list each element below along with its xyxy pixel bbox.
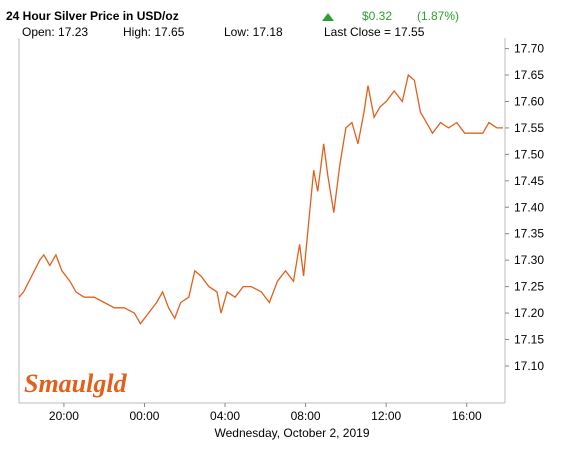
stat-high: High: 17.65 xyxy=(123,25,185,39)
x-tick-label: 16:00 xyxy=(452,409,482,423)
y-tick-label: 17.30 xyxy=(514,253,544,267)
y-tick-label: 17.55 xyxy=(514,121,544,135)
stat-open: Open: 17.23 xyxy=(22,25,88,39)
y-tick-label: 17.65 xyxy=(514,68,544,82)
logo: Smaulgld xyxy=(24,369,128,398)
price-line xyxy=(18,73,503,325)
y-tick-label: 17.40 xyxy=(514,200,544,214)
y-tick-label: 17.15 xyxy=(514,333,544,347)
x-axis-label: Wednesday, October 2, 2019 xyxy=(215,426,370,440)
y-tick-label: 17.50 xyxy=(514,147,544,161)
stat-last-close: Last Close = 17.55 xyxy=(324,25,425,39)
stat-low: Low: 17.18 xyxy=(224,25,283,39)
y-tick-label: 17.10 xyxy=(514,359,544,373)
change: $0.32 xyxy=(362,9,392,23)
up-arrow xyxy=(322,13,334,21)
y-tick-label: 17.45 xyxy=(514,174,544,188)
x-tick-label: 00:00 xyxy=(129,409,159,423)
chart-title: 24 Hour Silver Price in USD/oz xyxy=(6,9,179,23)
y-tick-label: 17.25 xyxy=(514,280,544,294)
y-tick-label: 17.35 xyxy=(514,227,544,241)
x-tick-label: 12:00 xyxy=(371,409,401,423)
x-tick-label: 08:00 xyxy=(291,409,321,423)
x-tick-label: 04:00 xyxy=(210,409,240,423)
y-tick-label: 17.60 xyxy=(514,94,544,108)
y-tick-label: 17.70 xyxy=(514,42,544,56)
y-tick-label: 17.20 xyxy=(514,306,544,320)
change-percent: (1.87%) xyxy=(417,9,459,23)
x-tick-label: 20:00 xyxy=(49,409,79,423)
